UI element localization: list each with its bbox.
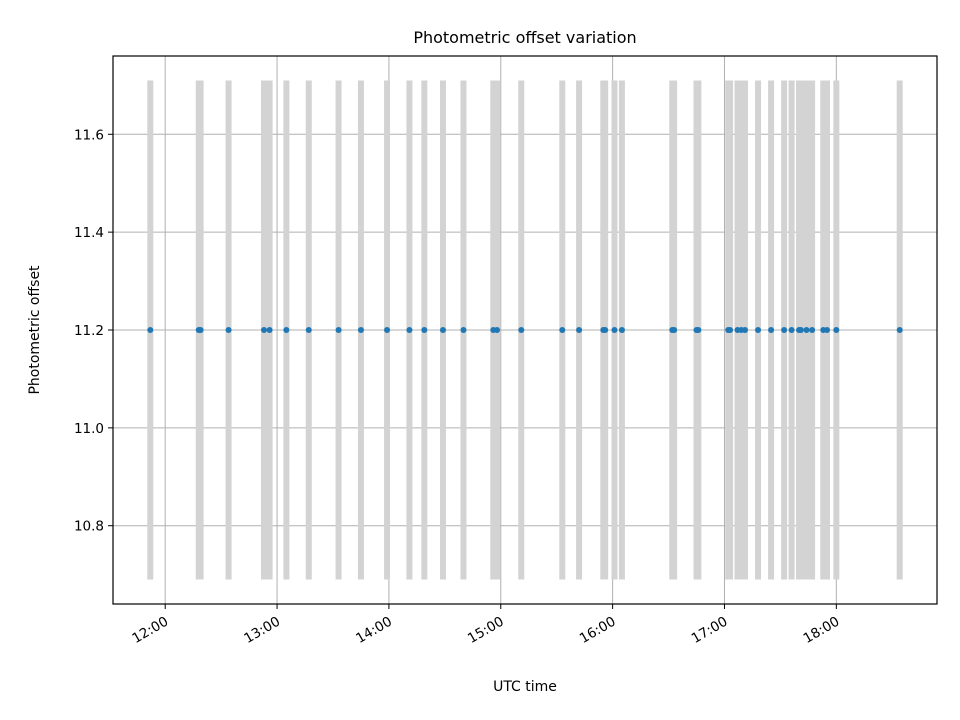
y-axis-label: Photometric offset	[27, 265, 43, 395]
data-point	[283, 327, 290, 333]
chart-title: Photometric offset variation	[413, 28, 636, 47]
data-point	[384, 327, 391, 333]
y-axis-ticks: 10.8 11.0 11.2 11.4 11.6	[74, 127, 113, 535]
data-point	[611, 327, 618, 333]
y-tick-label: 11.4	[74, 225, 104, 241]
y-tick-label: 10.8	[74, 519, 104, 535]
data-point	[671, 327, 678, 333]
data-point	[147, 327, 154, 333]
data-point	[797, 327, 804, 333]
data-point	[197, 327, 204, 333]
data-point	[896, 327, 903, 333]
y-tick-label: 11.2	[74, 323, 104, 339]
data-point	[824, 327, 831, 333]
data-point	[695, 327, 702, 333]
data-point	[266, 327, 273, 333]
data-point	[406, 327, 413, 333]
x-axis-label: UTC time	[493, 679, 557, 695]
data-point	[421, 327, 428, 333]
y-tick-label: 11.6	[74, 127, 104, 143]
data-point	[618, 327, 625, 333]
data-point	[335, 327, 342, 333]
data-point	[518, 327, 525, 333]
data-point	[261, 327, 268, 333]
data-point	[833, 327, 840, 333]
data-point	[788, 327, 795, 333]
data-point	[559, 327, 566, 333]
data-point	[305, 327, 312, 333]
data-point	[357, 327, 364, 333]
data-points	[147, 327, 903, 333]
data-point	[809, 327, 816, 333]
data-point	[576, 327, 583, 333]
data-point	[602, 327, 609, 333]
data-point	[803, 327, 810, 333]
data-point	[439, 327, 446, 333]
data-point	[768, 327, 775, 333]
data-point	[781, 327, 788, 333]
data-point	[225, 327, 232, 333]
data-point	[741, 327, 748, 333]
y-tick-label: 11.0	[74, 421, 104, 437]
data-point	[727, 327, 734, 333]
data-point	[460, 327, 467, 333]
data-point	[755, 327, 762, 333]
data-point	[494, 327, 501, 333]
